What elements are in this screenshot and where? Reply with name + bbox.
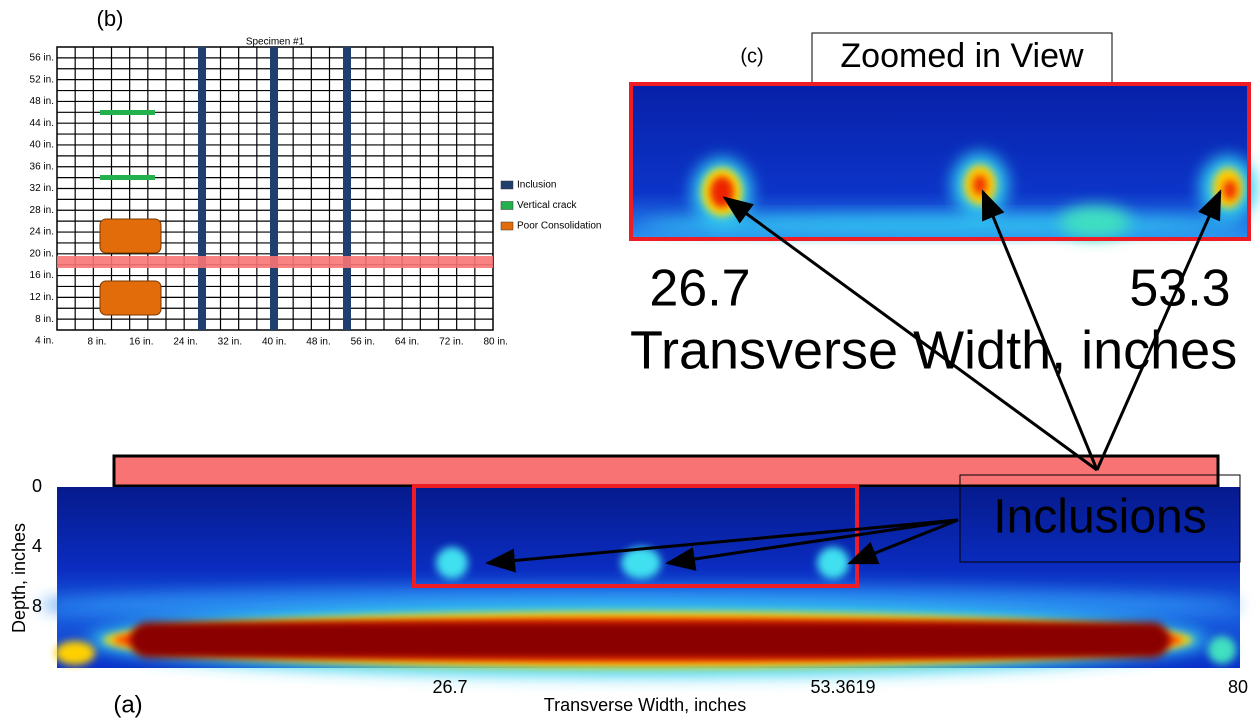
y-tick-label: 0 <box>32 476 42 496</box>
figure: (b) Specimen #1 56 in.52 in.48 in.44 in.… <box>0 0 1260 721</box>
section-bar <box>114 456 1218 486</box>
y-tick-label: 24 in. <box>30 227 54 238</box>
annotation: Inclusions <box>993 491 1206 544</box>
legend-label: Inclusion <box>517 180 556 191</box>
x-tick-label: 53.3619 <box>810 677 875 697</box>
x-tick-label: 26.7 <box>649 260 750 318</box>
panel-label: (c) <box>740 45 763 67</box>
y-tick-label: 4 in. <box>35 336 54 347</box>
y-tick-label: 44 in. <box>30 118 54 129</box>
section-band <box>57 256 493 268</box>
x-tick-label: 32 in. <box>218 337 242 348</box>
panel-label: (b) <box>97 6 124 31</box>
x-tick-label: 64 in. <box>395 337 419 348</box>
legend-swatch <box>501 202 513 210</box>
vertical-crack <box>100 110 155 115</box>
legend-label: Poor Consolidation <box>517 221 602 232</box>
x-tick-label: 56 in. <box>351 337 375 348</box>
inclusion <box>198 47 206 330</box>
y-tick-label: 28 in. <box>30 205 54 216</box>
panel-title: Specimen #1 <box>246 37 305 48</box>
poor-consolidation <box>100 219 161 253</box>
inclusion <box>270 47 278 330</box>
y-tick-label: 32 in. <box>30 183 54 194</box>
y-tick-label: 40 in. <box>30 140 54 151</box>
x-tick-label: 80 in. <box>483 337 507 348</box>
y-tick-label: 8 <box>32 596 42 616</box>
x-tick-label: 16 in. <box>129 337 153 348</box>
y-tick-label: 20 in. <box>30 248 54 259</box>
x-tick-label: 53.3 <box>1129 260 1230 318</box>
x-tick-label: 72 in. <box>439 337 463 348</box>
inclusion <box>343 47 351 330</box>
heatmap <box>632 85 1256 238</box>
panel-label: (a) <box>113 691 142 718</box>
x-tick-label: 48 in. <box>306 337 330 348</box>
x-tick-label: 26.7 <box>432 677 467 697</box>
x-tick-label: 80 <box>1228 677 1248 697</box>
y-tick-label: 4 <box>32 536 42 556</box>
legend-swatch <box>501 181 513 189</box>
poor-consolidation <box>100 281 161 315</box>
legend-label: Vertical crack <box>517 200 577 211</box>
x-axis-label: Transverse Width, inches <box>544 695 746 715</box>
y-tick-label: 56 in. <box>30 53 54 64</box>
y-tick-label: 12 in. <box>30 292 54 303</box>
y-tick-label: 16 in. <box>30 270 54 281</box>
y-tick-label: 48 in. <box>30 96 54 107</box>
x-tick-label: 8 in. <box>88 337 107 348</box>
panel-title: Zoomed in View <box>840 37 1084 75</box>
legend-swatch <box>501 222 513 230</box>
y-axis-label: Depth, inches <box>9 523 29 633</box>
grid: 56 in. 52 in. 48 in. 44 in. 40 in. 36 in. 32 i… <box>30 47 602 348</box>
y-tick-label: 8 in. <box>35 314 54 325</box>
y-tick-label: 52 in. <box>30 74 54 85</box>
y-tick-label: 36 in. <box>30 161 54 172</box>
x-tick-label: 40 in. <box>262 337 286 348</box>
x-tick-label: 24 in. <box>173 337 197 348</box>
vertical-crack <box>100 175 155 180</box>
